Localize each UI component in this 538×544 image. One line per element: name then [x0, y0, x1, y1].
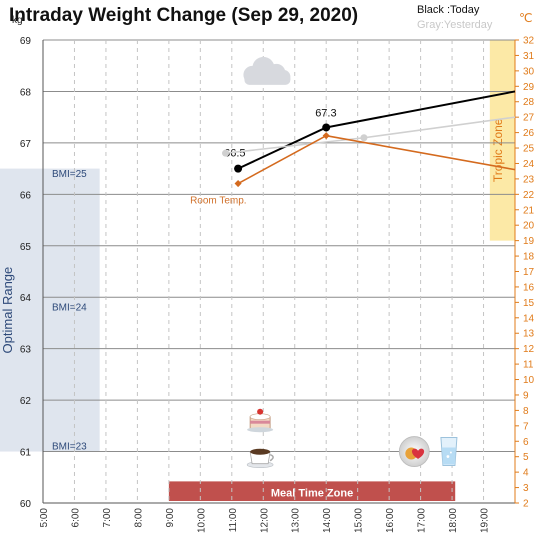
cake-berry [257, 408, 264, 415]
y2-tick-label: 7 [523, 421, 529, 432]
x-tick-label: 18:00 [448, 508, 459, 533]
y2-tick-label: 21 [523, 205, 535, 216]
tropic-zone-label: Tropic Zone [491, 118, 505, 182]
y2-tick-label: 6 [523, 437, 529, 448]
x-tick-label: 14:00 [322, 508, 333, 533]
y2-tick-label: 22 [523, 190, 535, 201]
series-point [322, 132, 330, 140]
y2-tick-label: 16 [523, 282, 535, 293]
y2-tick-label: 9 [523, 390, 529, 401]
y-axis-unit: kg [12, 15, 23, 26]
y-tick-label: 60 [20, 499, 32, 510]
y2-tick-label: 17 [523, 267, 535, 278]
meal-time-zone-label: Meal Time Zone [271, 487, 353, 499]
tropic-zone-band [489, 40, 515, 241]
y2-tick-label: 18 [523, 252, 535, 263]
y2-tick-label: 24 [523, 159, 535, 170]
coffee-handle [269, 453, 274, 462]
cloud-icon [243, 56, 291, 85]
y2-tick-label: 13 [523, 329, 535, 340]
bmi-label: BMI=24 [52, 303, 87, 314]
y2-tick-label: 5 [523, 452, 529, 463]
y2-tick-label: 19 [523, 236, 535, 247]
cloud-base [244, 73, 291, 85]
y-tick-label: 66 [20, 190, 32, 201]
y-tick-label: 64 [20, 293, 32, 304]
y-tick-label: 69 [20, 36, 32, 47]
y2-tick-label: 26 [523, 128, 535, 139]
y2-tick-label: 29 [523, 82, 535, 93]
y2-tick-label: 27 [523, 113, 535, 124]
series-line-1 [225, 116, 516, 154]
series-point [322, 123, 331, 132]
bmi-label: BMI=23 [52, 441, 87, 452]
x-tick-label: 6:00 [70, 508, 81, 528]
bmi-label: BMI=25 [52, 169, 87, 180]
chart-title: Intraday Weight Change (Sep 29, 2020) [9, 5, 358, 26]
x-tick-label: 17:00 [417, 508, 428, 533]
y2-tick-label: 3 [523, 483, 529, 494]
series-point [234, 164, 243, 173]
y2-tick-label: 15 [523, 298, 535, 309]
optimal-range-band [0, 168, 100, 452]
x-tick-label: 8:00 [133, 508, 144, 528]
glass-bubble [446, 455, 450, 458]
y2-tick-label: 8 [523, 406, 529, 417]
y2-tick-label: 20 [523, 221, 535, 232]
series-point [222, 149, 230, 157]
coffee-liquid [250, 448, 271, 455]
x-tick-label: 15:00 [354, 508, 365, 533]
cake-layer [250, 420, 271, 424]
y-tick-label: 62 [20, 396, 32, 407]
water-glass-icon [440, 437, 458, 467]
y2-tick-label: 12 [523, 344, 535, 355]
y2-tick-label: 11 [523, 360, 534, 371]
y2-tick-label: 28 [523, 97, 535, 108]
x-tick-label: 9:00 [165, 508, 176, 528]
y2-tick-label: 31 [523, 51, 535, 62]
x-tick-label: 16:00 [385, 508, 396, 533]
y2-tick-label: 32 [523, 36, 535, 47]
y-tick-label: 61 [20, 448, 32, 459]
y2-tick-label: 2 [523, 499, 529, 510]
y2-axis-unit: ℃ [519, 11, 532, 25]
x-tick-label: 11:00 [228, 508, 239, 533]
y2-tick-label: 10 [523, 375, 535, 386]
y2-tick-label: 14 [523, 313, 535, 324]
y2-tick-label: 30 [523, 66, 535, 77]
cake-icon [247, 408, 274, 433]
y-tick-label: 65 [20, 242, 32, 253]
x-tick-label: 12:00 [259, 508, 270, 533]
series-point [360, 134, 368, 142]
data-label: 66.5 [224, 148, 245, 160]
series-point [234, 179, 242, 188]
x-tick-label: 19:00 [480, 508, 491, 533]
y2-tick-label: 23 [523, 174, 535, 185]
y-tick-label: 68 [20, 87, 32, 98]
legend-yesterday: Gray:Yesterday [417, 19, 493, 31]
y-tick-label: 67 [20, 139, 32, 150]
meal-time-zone-bar [168, 481, 456, 501]
y-tick-label: 63 [20, 345, 32, 356]
x-tick-label: 5:00 [39, 508, 50, 528]
x-tick-label: 13:00 [291, 508, 302, 533]
y2-tick-label: 25 [523, 144, 535, 155]
coffee-icon [246, 448, 274, 469]
x-tick-label: 10:00 [196, 508, 207, 533]
room-temp-label: Room Temp. [190, 196, 247, 207]
cake-plate [247, 427, 274, 433]
series-line-0 [237, 90, 516, 170]
legend-today: Black :Today [417, 4, 480, 16]
fruit-strawberry [411, 448, 425, 460]
optimal-range-label: Optimal Range [0, 267, 15, 354]
x-tick-label: 7:00 [102, 508, 113, 528]
data-label: 67.3 [315, 107, 336, 119]
y2-tick-label: 4 [523, 468, 529, 479]
glass-bubble [449, 451, 452, 454]
fruit-plate-icon [398, 436, 430, 467]
